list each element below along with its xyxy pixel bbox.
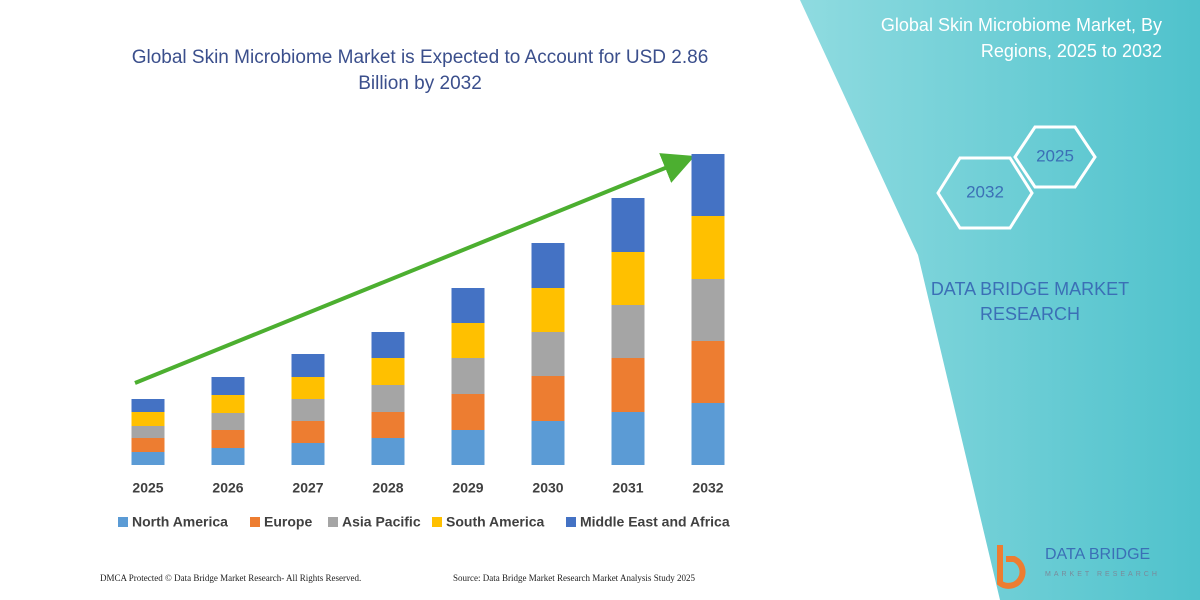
hexagon: [1013, 125, 1097, 189]
bar-segment: [211, 377, 245, 395]
bar-segment: [131, 452, 165, 465]
x-tick-label: 2026: [212, 480, 243, 496]
bar-segment: [691, 341, 725, 403]
legend-marker: [328, 517, 338, 527]
x-tick-label: 2029: [452, 480, 483, 496]
x-tick-label: 2031: [612, 480, 643, 496]
bar-segment: [451, 358, 485, 394]
bar-segment: [691, 216, 725, 279]
bar-segment: [451, 288, 485, 323]
bar-segment: [611, 252, 645, 305]
legend-marker: [566, 517, 576, 527]
bar-segment: [451, 323, 485, 358]
bar-segment: [531, 332, 565, 376]
bar-segment: [291, 377, 325, 399]
bar-segment: [211, 413, 245, 430]
panel-title: Global Skin Microbiome Market, By Region…: [880, 15, 1162, 61]
x-tick-label: 2025: [132, 480, 163, 496]
bar-segment: [611, 198, 645, 252]
legend-marker: [118, 517, 128, 527]
bar-segment: [691, 279, 725, 341]
footer-dmca: DMCA Protected © Data Bridge Market Rese…: [100, 573, 361, 583]
legend-label: Asia Pacific: [342, 514, 421, 530]
bar-segment: [291, 399, 325, 421]
legend-marker: [250, 517, 260, 527]
bar-segment: [531, 243, 565, 288]
legend-label: North America: [132, 514, 228, 530]
hex-label: 2032: [966, 182, 1004, 201]
bar-segment: [451, 430, 485, 465]
x-tick-label: 2030: [532, 480, 563, 496]
bar-segment: [131, 426, 165, 438]
logo-icon: [997, 545, 1026, 589]
bar-segment: [371, 438, 405, 465]
x-tick-label: 2032: [692, 480, 723, 496]
chart-title: Global Skin Microbiome Market is Expecte…: [131, 47, 709, 94]
bar-segment: [371, 412, 405, 438]
bar-segment: [371, 332, 405, 358]
bar-segment: [291, 354, 325, 377]
bar-segment: [211, 448, 245, 465]
bar-segment: [211, 430, 245, 448]
brand: DATA BRIDGE MARKET RESEARCH: [930, 279, 1130, 324]
bar-segment: [611, 412, 645, 465]
trend-arrow: [134, 153, 695, 385]
bar-segment: [131, 412, 165, 426]
legend-marker: [432, 517, 442, 527]
logo-tagline: MARKET RESEARCH: [1045, 571, 1160, 578]
legend-label: South America: [446, 514, 544, 530]
bar-segment: [371, 385, 405, 412]
x-tick-label: 2027: [292, 480, 323, 496]
bar-segment: [531, 288, 565, 332]
x-tick-label: 2028: [372, 480, 403, 496]
bar-segment: [291, 421, 325, 443]
bar-segment: [451, 394, 485, 430]
footer-source: Source: Data Bridge Market Research Mark…: [453, 573, 695, 583]
bar-segment: [691, 403, 725, 465]
hexagon: [936, 156, 1034, 230]
bar-segment: [131, 399, 165, 412]
legend-label: Europe: [264, 514, 312, 530]
logo-name: DATA BRIDGE: [1045, 546, 1150, 563]
bar-segment: [291, 443, 325, 465]
side-panel: [800, 0, 1200, 600]
legend-label: Middle East and Africa: [580, 514, 730, 530]
bar-segment: [371, 358, 405, 385]
bar-segment: [131, 438, 165, 452]
bar-segment: [531, 376, 565, 421]
bar-segment: [531, 421, 565, 465]
bar-segment: [691, 154, 725, 216]
bar-segment: [611, 358, 645, 412]
hex-label: 2025: [1036, 146, 1074, 165]
bar-segment: [611, 305, 645, 358]
bar-segment: [211, 395, 245, 413]
